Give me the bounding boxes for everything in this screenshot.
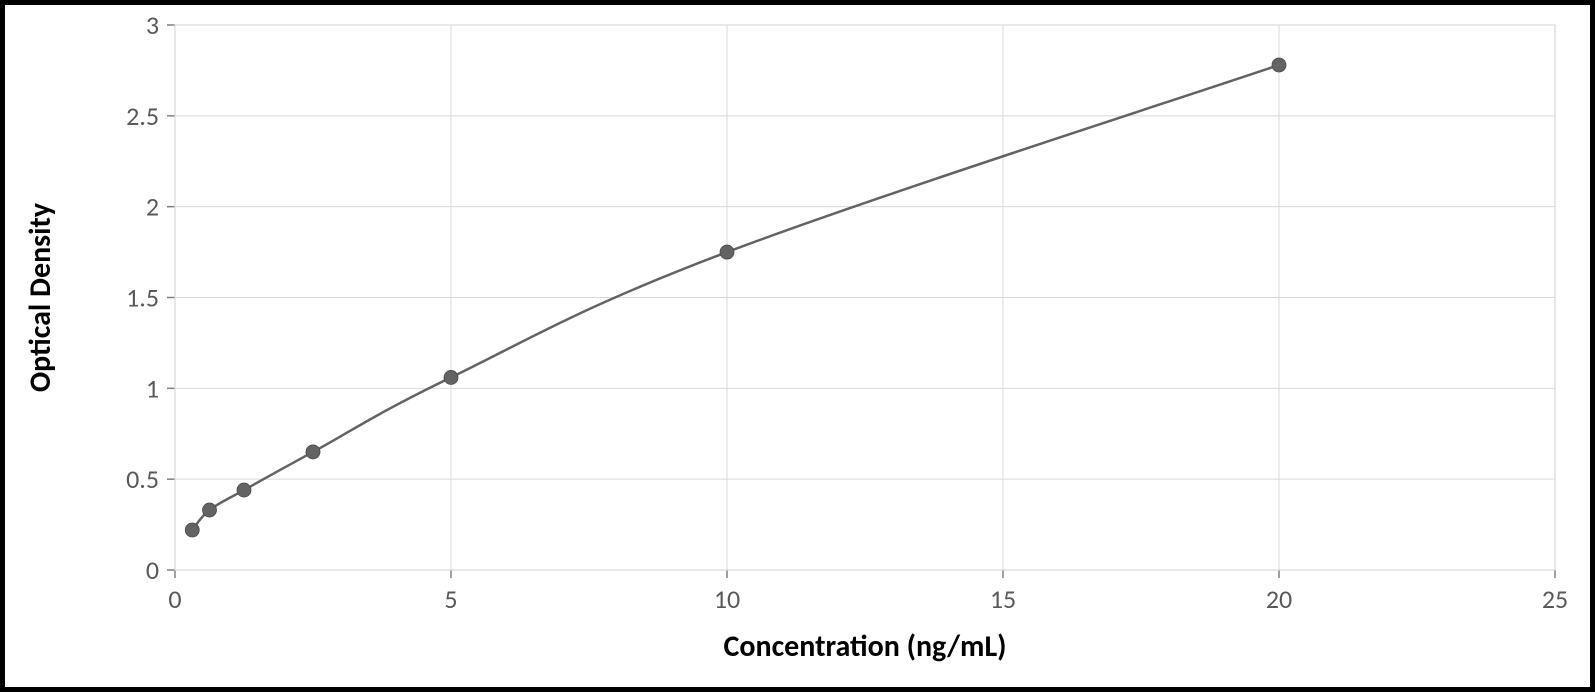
y-tick-label: 2 xyxy=(146,191,159,223)
data-marker xyxy=(306,445,320,459)
data-marker xyxy=(237,483,251,497)
x-tick-label: 5 xyxy=(444,583,457,615)
y-axis-label: Optical Density xyxy=(22,202,59,392)
y-tick-label: 0 xyxy=(146,554,159,586)
x-axis-label: Concentration (ng/mL) xyxy=(724,628,1007,665)
x-tick-label: 0 xyxy=(168,583,181,615)
y-tick-label: 3 xyxy=(146,9,159,41)
chart-container: 0 5 10 15 20 25 0 0.5 1 1.5 2 2.5 3 Concentration (ng… xyxy=(5,5,1590,687)
x-tick-label: 25 xyxy=(1542,583,1568,615)
data-marker xyxy=(185,523,199,537)
x-tick-label: 10 xyxy=(714,583,740,615)
standard-curve-chart: 0 5 10 15 20 25 0 0.5 1 1.5 2 2.5 3 Concentration (ng… xyxy=(5,5,1590,687)
y-tick-label: 2.5 xyxy=(126,100,159,132)
data-marker xyxy=(444,370,458,384)
chart-frame: 0 5 10 15 20 25 0 0.5 1 1.5 2 2.5 3 Concentration (ng… xyxy=(0,0,1595,692)
x-tick-label: 20 xyxy=(1266,583,1292,615)
data-marker xyxy=(1272,58,1286,72)
data-marker xyxy=(720,245,734,259)
y-tick-label: 1.5 xyxy=(126,282,159,314)
y-tick-label: 0.5 xyxy=(126,463,159,495)
data-marker xyxy=(203,503,217,517)
x-tick-label: 15 xyxy=(990,583,1016,615)
y-tick-label: 1 xyxy=(146,372,159,404)
